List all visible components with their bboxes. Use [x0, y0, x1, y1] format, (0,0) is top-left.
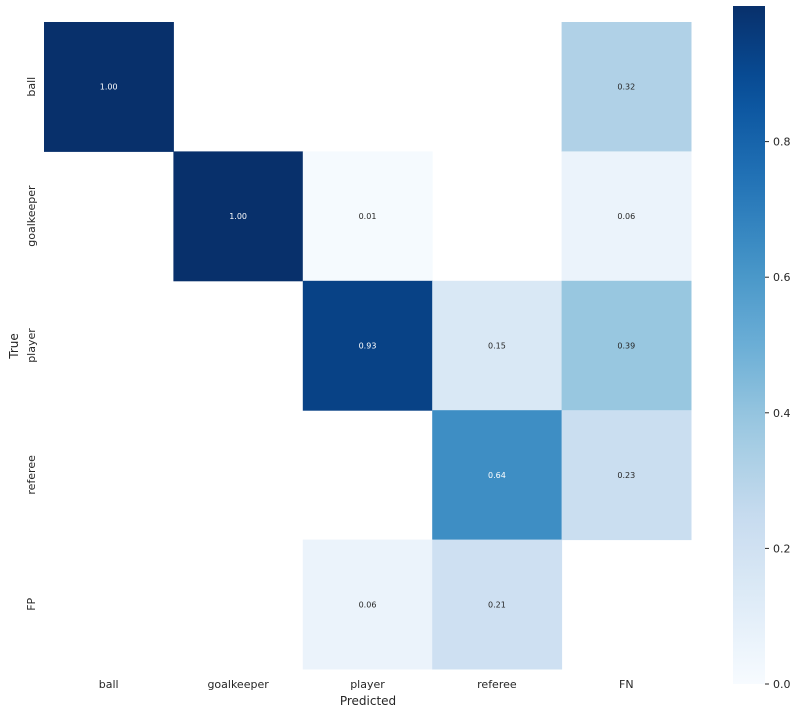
cell-value-label: 0.93: [359, 342, 377, 351]
heatmap-cell-goalkeeper-goalkeeper: [173, 151, 304, 282]
heatmap-cell-FP-referee: [432, 539, 563, 670]
heatmap-cell-goalkeeper-FN: [561, 151, 692, 282]
heatmap-cell-goalkeeper-player: [302, 151, 433, 282]
colorbar-tick-label: 0.8: [773, 136, 791, 149]
heatmap-cell-player-player: [302, 280, 433, 411]
x-tick-label-goalkeeper: goalkeeper: [207, 678, 269, 691]
colorbar-tick-label: 0.4: [773, 407, 791, 420]
x-tick-label-referee: referee: [477, 678, 517, 691]
y-tick-label-referee: referee: [25, 455, 38, 495]
x-tick-label-player: player: [350, 678, 385, 691]
y-tick-label-player: player: [25, 328, 38, 363]
heatmap-cell-player-referee: [432, 280, 563, 411]
colorbar-tick-label: 0.6: [773, 271, 791, 284]
cell-value-label: 0.15: [488, 342, 506, 351]
cell-value-label: 0.32: [617, 83, 635, 92]
cell-value-label: 1.00: [229, 212, 247, 221]
heatmap-cell-player-FN: [561, 280, 692, 411]
x-tick-label-FN: FN: [619, 678, 634, 691]
cell-value-label: 0.06: [617, 212, 635, 221]
colorbar-tick-label: 0.2: [773, 542, 791, 555]
y-tick-label-FP: FP: [25, 597, 38, 610]
heatmap-cells: [44, 22, 692, 670]
colorbar-ticks: 0.0 0.2 0.4 0.6 0.8: [765, 136, 791, 691]
heatmap-cell-ball-FN: [561, 22, 692, 152]
heatmap-cell-referee-FN: [561, 410, 692, 541]
x-tick-labels: ball goalkeeper player referee FN: [99, 678, 634, 691]
cell-value-label: 0.23: [617, 471, 635, 480]
colorbar-tick-label: 0.0: [773, 678, 791, 691]
cell-value-label: 0.39: [617, 342, 635, 351]
y-tick-label-ball: ball: [25, 77, 38, 97]
cell-value-labels: 1.00 0.32 1.00 0.01 0.06 0.93 0.15 0.39 0.64 0.23…: [100, 83, 635, 610]
x-tick-label-ball: ball: [99, 678, 119, 691]
cell-value-label: 1.00: [100, 83, 118, 92]
heatmap-cell-ball-ball: [44, 22, 174, 152]
y-axis-label: True: [7, 333, 21, 360]
cell-value-label: 0.64: [488, 471, 506, 480]
y-tick-labels: ball goalkeeper player referee FP: [25, 77, 38, 611]
y-tick-label-goalkeeper: goalkeeper: [25, 185, 38, 247]
colorbar: [733, 6, 765, 684]
cell-value-label: 0.01: [359, 212, 377, 221]
x-axis-label: Predicted: [340, 694, 396, 708]
cell-value-label: 0.06: [359, 600, 377, 609]
heatmap-cell-referee-referee: [432, 410, 563, 541]
cell-value-label: 0.21: [488, 600, 506, 609]
heatmap-cell-FP-player: [302, 539, 433, 670]
